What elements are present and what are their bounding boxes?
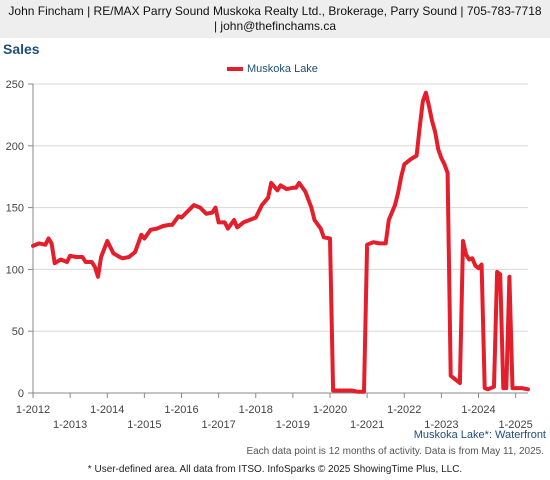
x-tick-label: 1-2015 — [127, 419, 161, 431]
x-tick-label: 1-2021 — [350, 419, 384, 431]
x-tick-label: 1-2025 — [498, 419, 532, 431]
y-tick-label: 250 — [6, 79, 24, 91]
x-tick-label: 1-2020 — [313, 404, 347, 416]
header-bar: John Fincham | RE/MAX Parry Sound Muskok… — [0, 0, 550, 38]
x-tick-label: 1-2017 — [201, 419, 235, 431]
y-tick-label: 100 — [6, 264, 24, 276]
x-tick-label: 1-2023 — [424, 419, 458, 431]
legend-label: Muskoka Lake — [247, 63, 318, 75]
x-tick-label: 1-2012 — [16, 404, 50, 416]
y-tick-label: 50 — [12, 326, 24, 338]
y-tick-label: 0 — [18, 388, 24, 400]
header-email-line: | john@thefinchams.ca — [213, 19, 337, 33]
y-tick-label: 150 — [6, 203, 24, 215]
x-tick-label: 1-2018 — [239, 404, 273, 416]
x-tick-label: 1-2022 — [387, 404, 421, 416]
x-tick-label: 1-2014 — [90, 404, 124, 416]
series-line-muskoka-lake — [31, 90, 530, 394]
chart-legend: Muskoka Lake — [227, 63, 318, 75]
y-tick-label: 200 — [6, 141, 24, 153]
data-note: Each data point is 12 months of activity… — [246, 446, 544, 457]
x-tick-label: 1-2024 — [461, 404, 495, 416]
x-tick-label: 1-2013 — [53, 419, 87, 431]
x-tick-label: 1-2019 — [276, 419, 310, 431]
footer-credit: * User-defined area. All data from ITSO.… — [87, 464, 463, 475]
chart-title: Sales — [3, 41, 40, 57]
header-contact-line: John Fincham | RE/MAX Parry Sound Muskok… — [8, 4, 542, 18]
chart-subtitle: Muskoka Lake*: Waterfront — [413, 429, 546, 441]
x-tick-label: 1-2016 — [164, 404, 198, 416]
legend-swatch — [227, 67, 243, 71]
